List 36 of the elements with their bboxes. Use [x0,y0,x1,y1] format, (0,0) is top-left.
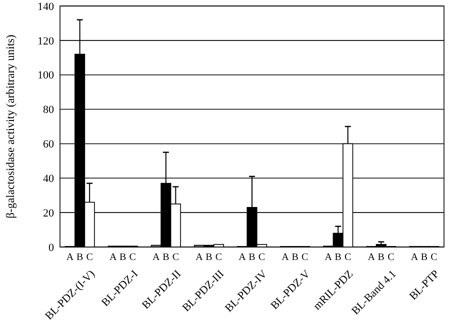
text: B [292,252,298,263]
y-tick-label: 140 [38,0,54,13]
text: B [248,252,256,263]
text: C [172,252,179,263]
y-axis-title: β-galactosidase activity (arbitrary units) [5,34,17,218]
text: C [258,252,266,263]
series-label: C [86,252,94,263]
text: A [410,252,418,263]
text: C [129,252,136,263]
y-tick-label: 60 [43,138,54,151]
text: C [430,252,438,263]
text: C [344,252,352,263]
text: A [152,252,160,263]
text: C [301,252,308,263]
text: B [162,252,170,263]
y-tick-label: 0 [48,242,54,254]
text: A [109,252,117,263]
text: C [388,252,394,263]
y-tick-label: 40 [43,172,54,185]
text: B [420,252,428,263]
series-label: B [76,252,84,263]
text: B [334,252,342,263]
y-tick-label: 120 [38,35,54,48]
y-tick-label: 80 [43,104,54,116]
text: A [324,252,332,263]
text: C [215,252,222,263]
text: B [378,252,384,263]
text: A [196,252,203,263]
y-tick-label: 20 [43,207,54,220]
text: A [238,252,246,263]
text: B [206,252,212,263]
text: B [120,252,126,263]
y-tick-label: 100 [38,70,54,82]
text: A [282,252,289,263]
text: A [368,252,376,263]
series-label: A [66,252,74,263]
